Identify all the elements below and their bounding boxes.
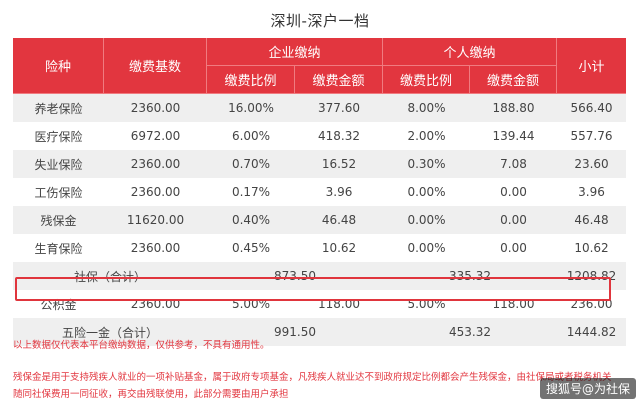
row-personal-amount: 0.00 <box>470 234 557 262</box>
row-employer-rate: 6.00% <box>207 122 295 150</box>
social-total-employer: 873.50 <box>207 262 383 290</box>
row-base: 2360.00 <box>104 234 207 262</box>
header-employer-rate: 缴费比例 <box>207 66 295 94</box>
row-subtotal: 23.60 <box>557 150 626 178</box>
page-title: 深圳-深户一档 <box>270 12 370 30</box>
row-subtotal: 46.48 <box>557 206 626 234</box>
row-personal-rate: 0.00% <box>383 234 470 262</box>
row-name: 生育保险 <box>13 234 104 262</box>
disability-fund-note-line-1: 残保金是用于支持残疾人就业的一项补贴基金，属于政府专项基金，凡残疾人就业达不到政… <box>13 372 612 383</box>
row-subtotal: 3.96 <box>557 178 626 206</box>
row-personal-rate: 2.00% <box>383 122 470 150</box>
row-base: 2360.00 <box>104 178 207 206</box>
header-employer: 企业缴纳 <box>207 38 383 66</box>
row-personal-amount: 0.00 <box>470 178 557 206</box>
grand-total-personal: 453.32 <box>383 318 557 346</box>
row-employer-amount: 377.60 <box>295 94 383 122</box>
header-personal-rate: 缴费比例 <box>383 66 470 94</box>
row-subtotal: 10.62 <box>557 234 626 262</box>
housing-fund-base: 2360.00 <box>104 290 207 318</box>
row-name: 医疗保险 <box>13 122 104 150</box>
row-personal-amount: 139.44 <box>470 122 557 150</box>
row-personal-rate: 8.00% <box>383 94 470 122</box>
row-personal-amount: 188.80 <box>470 94 557 122</box>
header-employer-amount: 缴费金额 <box>295 66 383 94</box>
row-employer-amount: 3.96 <box>295 178 383 206</box>
row-employer-amount: 10.62 <box>295 234 383 262</box>
housing-fund-name: 公积金 <box>13 290 104 318</box>
row-employer-rate: 0.40% <box>207 206 295 234</box>
row-name: 失业保险 <box>13 150 104 178</box>
header-personal-amount: 缴费金额 <box>470 66 557 94</box>
housing-fund-employer-rate: 5.00% <box>207 290 295 318</box>
grand-total-employer: 991.50 <box>207 318 383 346</box>
row-name: 残保金 <box>13 206 104 234</box>
row-personal-amount: 7.08 <box>470 150 557 178</box>
row-base: 2360.00 <box>104 150 207 178</box>
source-watermark: 搜狐号@为社保 <box>540 378 637 399</box>
housing-fund-personal-rate: 5.00% <box>383 290 470 318</box>
row-employer-amount: 46.48 <box>295 206 383 234</box>
social-total-label: 社保（合计） <box>13 262 207 290</box>
contribution-table: 险种 缴费基数 企业缴纳 个人缴纳 小计 缴费比例 缴费金额 缴费比例 缴费金额… <box>13 38 626 346</box>
row-employer-rate: 0.45% <box>207 234 295 262</box>
row-base: 6972.00 <box>104 122 207 150</box>
row-employer-amount: 16.52 <box>295 150 383 178</box>
header-personal: 个人缴纳 <box>383 38 557 66</box>
row-base: 2360.00 <box>104 94 207 122</box>
row-personal-rate: 0.00% <box>383 206 470 234</box>
row-name: 工伤保险 <box>13 178 104 206</box>
row-personal-rate: 0.00% <box>383 178 470 206</box>
row-employer-amount: 418.32 <box>295 122 383 150</box>
row-subtotal: 557.76 <box>557 122 626 150</box>
row-employer-rate: 16.00% <box>207 94 295 122</box>
social-total-personal: 335.32 <box>383 262 557 290</box>
row-name: 养老保险 <box>13 94 104 122</box>
header-subtotal: 小计 <box>557 38 626 94</box>
social-total-subtotal: 1208.82 <box>557 262 626 290</box>
grand-total-subtotal: 1444.82 <box>557 318 626 346</box>
row-personal-amount: 0.00 <box>470 206 557 234</box>
row-employer-rate: 0.17% <box>207 178 295 206</box>
disclaimer-note: 以上数据仅代表本平台缴纳数据，仅供参考，不具有通用性。 <box>13 340 270 351</box>
header-insurance-type: 险种 <box>13 38 104 94</box>
header-base: 缴费基数 <box>104 38 207 94</box>
row-employer-rate: 0.70% <box>207 150 295 178</box>
housing-fund-subtotal: 236.00 <box>557 290 626 318</box>
disability-fund-note-line-2: 随同社保费用一同征收，再交由残联使用，此部分需要由用户承担 <box>13 389 289 400</box>
row-base: 11620.00 <box>104 206 207 234</box>
housing-fund-personal-amount: 118.00 <box>470 290 557 318</box>
housing-fund-employer-amount: 118.00 <box>295 290 383 318</box>
row-subtotal: 566.40 <box>557 94 626 122</box>
row-personal-rate: 0.30% <box>383 150 470 178</box>
grand-total-label: 五险一金（合计） <box>13 318 207 346</box>
